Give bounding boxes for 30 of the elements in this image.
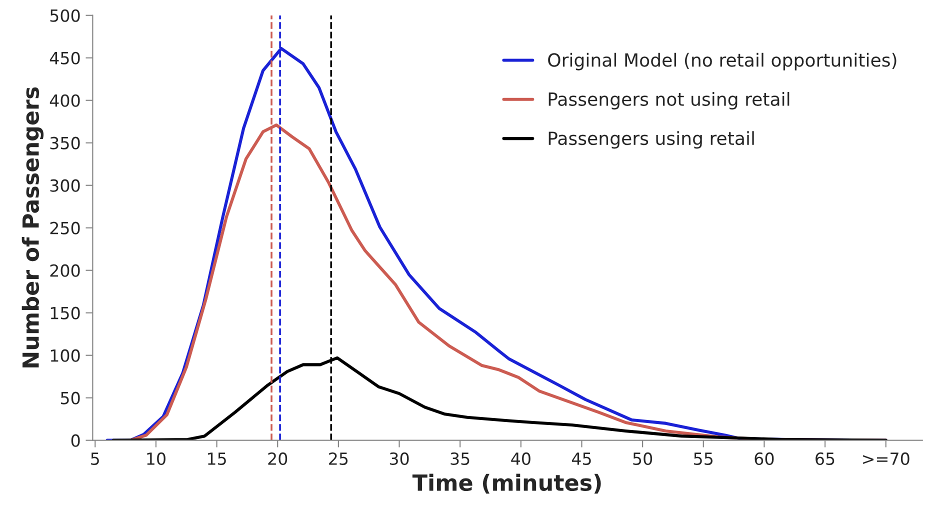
y-tick-label: 250 [50, 222, 80, 234]
x-tick-label: 5 [91, 452, 99, 466]
y-tick-label: 150 [50, 306, 80, 320]
legend-label: Passengers not using retail [548, 92, 790, 110]
x-tick-label: 35 [450, 452, 470, 466]
y-tick-label: 100 [50, 349, 80, 362]
x-tick-label: 20 [268, 452, 288, 466]
x-tick-label: 15 [208, 452, 226, 466]
x-tick-label: 30 [390, 452, 409, 466]
x-tick-label: 50 [633, 452, 652, 466]
x-tick-label: 25 [329, 452, 348, 466]
x-tick-label: 10 [147, 452, 166, 466]
x-axis-title: Time (minutes) [412, 474, 601, 494]
y-tick-label: 500 [50, 9, 80, 22]
y-tick-label: 0 [71, 434, 80, 447]
x-tick-label: 65 [816, 452, 834, 466]
y-tick-label: 350 [50, 136, 80, 150]
y-tick-label: 50 [60, 392, 80, 404]
y-tick-label: 400 [50, 94, 80, 107]
y-tick-label: 450 [50, 52, 80, 64]
x-tick-label: >=70 [863, 452, 910, 466]
x-tick-label: 55 [694, 452, 713, 466]
legend-label: Passengers using retail [548, 131, 754, 149]
y-axis-title: Number of Passengers [22, 87, 44, 368]
y-tick-label: 300 [50, 179, 80, 192]
x-tick-label: 40 [511, 452, 530, 466]
legend-label: Original Model (no retail opportunities) [548, 52, 896, 70]
y-tick-label: 200 [50, 264, 80, 277]
x-tick-label: 45 [572, 452, 591, 466]
x-tick-label: 60 [754, 452, 774, 466]
